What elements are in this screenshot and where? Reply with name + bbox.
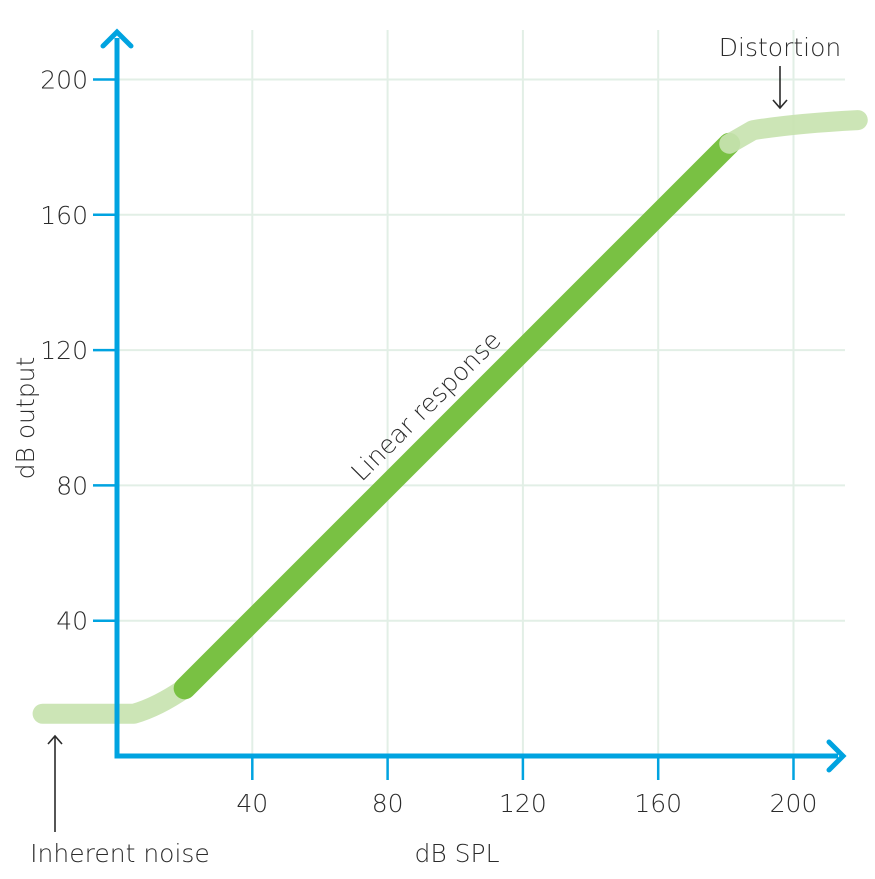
series-linear <box>173 132 741 700</box>
y-tick-label: 80 <box>56 471 88 500</box>
series-distortion <box>719 110 868 154</box>
y-tick-label: 160 <box>40 201 88 230</box>
annotation-inherent-noise: Inherent noise <box>30 839 210 868</box>
y-tick-label: 200 <box>40 66 88 95</box>
distortion-arrow-icon <box>772 66 788 110</box>
inherent-noise-arrow-icon <box>47 734 63 832</box>
y-axis-arrow-icon <box>100 28 134 49</box>
x-tick-label: 120 <box>499 789 547 818</box>
x-tick-label: 160 <box>634 789 682 818</box>
axes <box>100 28 847 773</box>
series-noise <box>32 678 195 724</box>
x-tick-label: 80 <box>372 789 404 818</box>
annotation-distortion: Distortion <box>719 33 842 62</box>
x-tick-label: 200 <box>770 789 818 818</box>
y-axis-label: dB output <box>11 357 40 480</box>
x-tick-label: 40 <box>236 789 268 818</box>
x-axis-label: dB SPL <box>414 839 499 868</box>
curves <box>32 110 868 724</box>
y-tick-label: 120 <box>40 336 88 365</box>
axis-lines <box>114 38 838 759</box>
y-tick-label: 40 <box>56 607 88 636</box>
ticks: 40 80 120 160 200 40 80 120 160 200 <box>40 66 817 819</box>
x-axis-arrow-icon <box>826 739 847 773</box>
